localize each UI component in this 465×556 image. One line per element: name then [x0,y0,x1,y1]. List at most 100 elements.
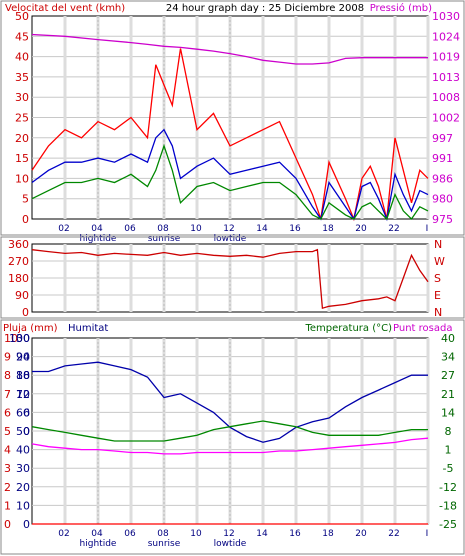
x-tick-label: 14 [256,224,268,234]
x-tick-label: 10 [190,529,202,539]
wind-tick-label: 15 [15,152,29,165]
wind-average-line [31,128,429,222]
wind-tick-label: 45 [15,30,29,43]
pressure-tick-label: 1013 [432,71,460,84]
pressure-tick-label: 986 [432,172,453,185]
temp-left-tick-label: 0 [23,425,30,438]
degree-tick-label: 180 [8,272,29,285]
humidity-tick-label: 70 [16,388,30,401]
pressure-tick-label: 1024 [432,30,460,43]
pressure-tick-label: 1019 [432,51,460,64]
temp-right-tick-label: 27 [441,369,455,382]
temp-right-tick-label: 21 [441,388,455,401]
x-tick-label: 16 [289,529,301,539]
compass-tick-label: S [434,272,441,285]
x-tick-label: 22 [388,224,399,234]
event-label-lowtide: lowtide [214,539,247,549]
x-tick-label: 10 [190,224,202,234]
rain-tick-label: 0 [4,518,11,531]
chart-title: 24 hour graph day : 25 Diciembre 2008 [166,3,364,14]
temp-right-tick-label: -18 [439,499,457,512]
dewpoint-line [31,437,429,455]
direction-panel-frame [0,236,465,319]
wind-direction-line [31,248,429,310]
climate-series [31,361,429,525]
wind-series [31,33,429,222]
rain-tick-label: 2 [4,481,11,494]
pressure-axis-ticks: 1030 1024 1019 1013 1008 1002 997 991 986 980 975 [432,10,460,226]
pressure-tick-label: 980 [432,193,453,206]
x-tick-label: I [426,529,429,539]
humidity-tick-label: 0 [23,518,30,531]
humidity-axis-title: Humitat [68,323,108,334]
humidity-tick-label: 60 [16,406,30,419]
event-label-hightide: hightide [80,234,117,244]
rain-axis-title: Pluja (mm) [3,323,58,334]
pressure-tick-label: 991 [432,152,453,165]
compass-tick-label: N [434,238,442,251]
event-label-lowtide: lowtide [214,234,247,244]
x-tick-label: 02 [58,529,69,539]
wind-event-labels: hightide sunrise lowtide [80,234,247,244]
temp-right-tick-label: 34 [441,351,455,364]
pressure-line [31,33,428,65]
temp-right-tick-label: 14 [441,406,455,419]
wind-tick-label: 30 [15,91,29,104]
humidity-tick-label: 30 [16,462,30,475]
pressure-tick-label: 1008 [432,91,460,104]
x-tick-label: I [426,224,429,234]
rain-tick-label: 7 [4,388,11,401]
climate-event-labels: hightide sunrise lowtide [80,539,247,549]
rain-tick-label: 9 [4,351,11,364]
x-tick-label: 22 [388,529,399,539]
humidity-tick-label: 50 [16,425,30,438]
x-tick-label: 08 [157,224,169,234]
wind-hour-lines [63,16,430,219]
x-tick-label: 20 [355,529,367,539]
x-tick-label: 12 [223,529,234,539]
humidity-tick-label: 10 [16,499,30,512]
humidity-tick-label: 40 [16,444,30,457]
wind-panel-frame [0,0,465,236]
climate-panel-frame [0,319,465,555]
wind-tick-label: 25 [15,112,29,125]
temp-right-tick-label: 8 [445,425,452,438]
pressure-tick-label: 1030 [432,10,460,23]
temp-right-tick-label: -25 [439,518,457,531]
x-tick-label: 18 [322,224,334,234]
event-label-sunrise: sunrise [148,539,181,549]
rain-tick-label: 5 [4,425,11,438]
wind-tick-label: 5 [22,193,29,206]
humidity-tick-label: 20 [16,481,30,494]
compass-tick-label: E [434,289,441,302]
x-tick-label: 02 [58,224,69,234]
rain-tick-label: 10 [4,332,18,345]
degree-axis-ticks: 360 270 180 90 0 [8,238,29,319]
x-tick-label: 16 [289,224,301,234]
temp-right-tick-label: -5 [443,462,454,475]
x-tick-label: 06 [124,224,136,234]
direction-series [31,248,429,310]
wind-x-ticks: 02 04 06 08 10 12 14 16 18 20 22 I [58,224,428,234]
x-tick-label: 04 [91,224,103,234]
humidity-tick-label: 100 [9,332,30,345]
rain-tick-label: 6 [4,406,11,419]
temperature-line [31,420,428,442]
humidity-tick-label: 90 [16,351,30,364]
rain-tick-label: 3 [4,462,11,475]
compass-tick-label: W [434,255,445,268]
temp-left-tick-label: 12 [16,388,30,401]
pressure-tick-label: 975 [432,213,453,226]
event-label-sunrise: sunrise [148,234,181,244]
rain-tick-label: 4 [4,444,11,457]
x-tick-label: 08 [157,529,169,539]
climate-hour-lines [63,338,430,524]
